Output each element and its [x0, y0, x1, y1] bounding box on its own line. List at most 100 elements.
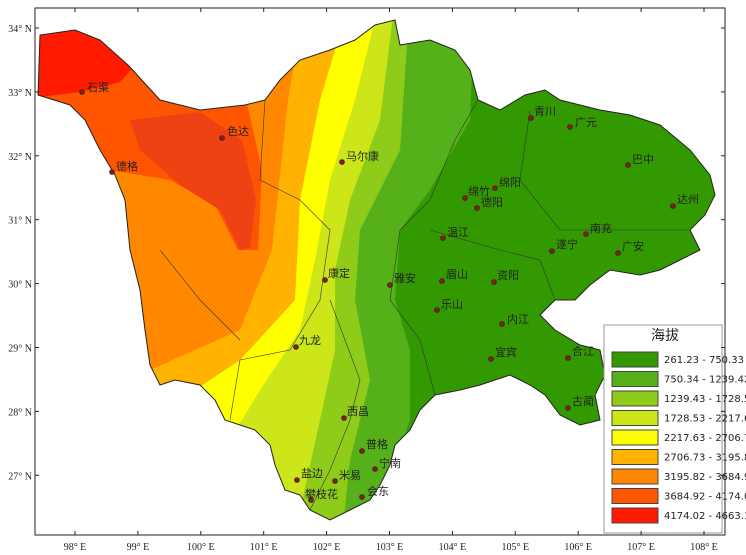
city-marker	[491, 279, 497, 285]
city-marker	[387, 282, 393, 288]
city-label: 宁南	[379, 456, 401, 470]
city-label: 达州	[677, 193, 699, 206]
city-marker	[492, 185, 498, 191]
lon-tick-label: 108° E	[690, 542, 718, 553]
city-label: 乐山	[441, 298, 463, 311]
legend-swatch	[611, 390, 659, 407]
lat-tick-label: 31° N	[8, 216, 32, 227]
city-label: 雅安	[394, 271, 416, 285]
lat-tick-label: 27° N	[8, 471, 32, 482]
legend-swatch	[611, 429, 659, 446]
city-marker	[339, 159, 345, 165]
legend-label: 2217.63 - 2706.72	[664, 433, 746, 444]
lon-tick-label: 103° E	[376, 542, 404, 553]
city-label: 古蔺	[572, 395, 594, 408]
lat-tick-label: 33° N	[8, 88, 32, 99]
city-marker	[583, 231, 589, 237]
city-label: 米易	[339, 469, 361, 482]
city-label: 南充	[590, 221, 612, 235]
legend-label: 1239.43 - 1728.52	[664, 394, 746, 405]
city-marker	[549, 248, 555, 254]
legend-swatch	[611, 507, 659, 524]
legend-label: 1728.53 - 2217.62	[664, 414, 746, 425]
lon-tick-label: 102° E	[313, 542, 341, 553]
city-label: 马尔康	[346, 149, 379, 163]
city-marker	[434, 307, 440, 313]
city-marker	[293, 344, 299, 350]
city-marker	[332, 478, 338, 484]
lat-tick-label: 30° N	[8, 280, 32, 291]
city-label: 青川	[534, 105, 556, 118]
city-marker	[109, 169, 115, 175]
lon-tick-label: 107° E	[627, 542, 655, 553]
city-marker	[294, 477, 300, 483]
city-marker	[79, 89, 85, 95]
city-marker	[440, 235, 446, 241]
city-marker	[308, 497, 314, 503]
city-label: 巴中	[632, 153, 654, 166]
city-marker	[462, 195, 468, 201]
city-label: 康定	[328, 266, 350, 280]
lon-tick-label: 106° E	[564, 542, 592, 553]
city-label: 温江	[447, 226, 469, 239]
city-label: 普格	[366, 437, 388, 451]
city-label: 盐边	[301, 467, 323, 480]
city-label: 攀枝花	[305, 487, 338, 501]
legend-swatch	[611, 371, 659, 387]
city-label: 色达	[227, 124, 249, 138]
lon-tick-label: 105° E	[501, 542, 529, 553]
map-frame	[34, 7, 726, 536]
city-label: 九龙	[299, 334, 321, 347]
city-marker	[670, 203, 676, 209]
city-marker	[528, 115, 534, 121]
city-marker	[359, 494, 365, 500]
city-marker	[359, 448, 365, 454]
city-label: 德阳	[481, 195, 503, 209]
city-label: 会东	[367, 485, 389, 498]
lon-tick-label: 101° E	[250, 542, 278, 553]
city-label: 绵阳	[499, 175, 521, 189]
legend-swatch	[611, 410, 659, 426]
legend-label: 750.34 - 1239.42	[664, 375, 746, 386]
city-marker	[565, 405, 571, 411]
city-label: 合江	[572, 344, 594, 358]
city-label: 遂宁	[556, 237, 578, 251]
legend-label: 2706.73 - 3195.81	[664, 453, 746, 464]
lat-tick-label: 34° N	[8, 24, 32, 35]
legend-label: 261.23 - 750.33	[664, 355, 744, 366]
city-marker	[615, 250, 621, 256]
city-marker	[488, 356, 494, 362]
city-label: 广元	[575, 116, 597, 129]
city-marker	[439, 278, 445, 284]
city-marker	[625, 162, 631, 168]
legend-title: 海拔	[651, 328, 679, 344]
lat-tick-label: 32° N	[8, 152, 32, 163]
lon-tick-label: 104° E	[439, 542, 467, 553]
city-marker	[372, 466, 378, 472]
lat-tick-label: 29° N	[8, 344, 32, 355]
city-label: 宜宾	[495, 345, 517, 359]
legend-label: 4174.02 - 4663.1	[664, 511, 746, 522]
city-marker	[565, 355, 571, 361]
city-label: 资阳	[497, 269, 519, 282]
city-label: 西昌	[347, 405, 369, 418]
city-label: 绵竹	[468, 184, 490, 198]
city-marker	[499, 321, 505, 327]
lon-tick-label: 99° E	[127, 542, 150, 553]
legend-swatch	[611, 449, 659, 465]
city-label: 内江	[507, 312, 529, 326]
legend-label: 3684.92 - 4174.01	[664, 492, 746, 503]
city-marker	[219, 135, 225, 141]
city-label: 德格	[116, 159, 138, 173]
legend-swatch	[611, 351, 659, 368]
lon-tick-label: 98° E	[64, 542, 87, 553]
legend-swatch	[611, 468, 659, 485]
city-marker	[322, 277, 328, 283]
legend-swatch	[611, 488, 659, 504]
city-label: 眉山	[446, 268, 468, 281]
lat-tick-label: 28° N	[8, 407, 32, 418]
lon-tick-label: 100° E	[187, 542, 215, 553]
legend-label: 3195.82 - 3684.91	[664, 472, 746, 483]
county-lines	[159, 99, 690, 511]
